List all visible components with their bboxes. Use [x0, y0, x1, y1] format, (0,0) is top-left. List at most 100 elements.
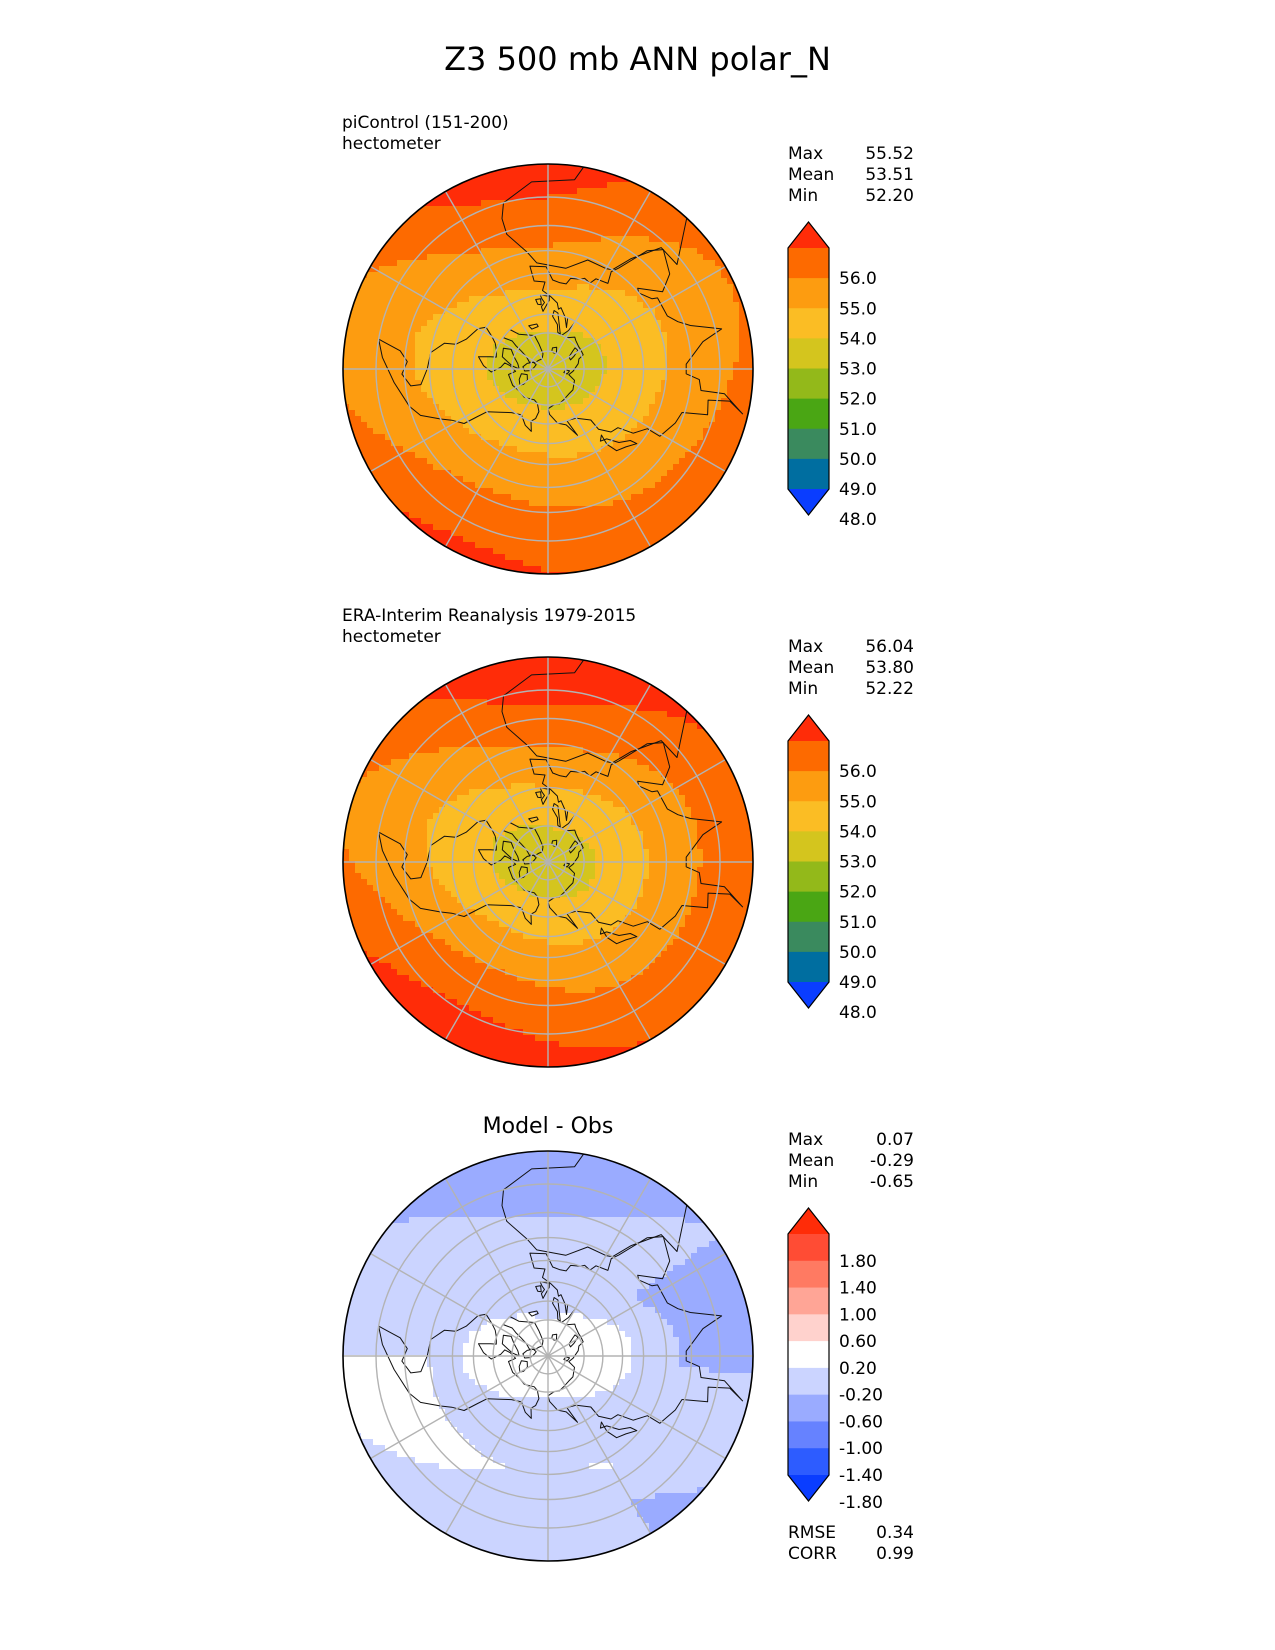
coastline	[539, 294, 550, 312]
coastline	[501, 1334, 520, 1357]
stat-label: Min	[788, 1172, 819, 1192]
meridian-line	[547, 1178, 652, 1357]
figure-title: Z3 500 mb ANN polar_N	[444, 40, 831, 78]
colorbar-band	[788, 398, 829, 430]
meridian-line	[547, 861, 726, 966]
stat-label: RMSE	[788, 1523, 837, 1543]
panel-diff-skill-stats: RMSE 0.34 CORR 0.99	[788, 1523, 914, 1565]
colorbar-band	[788, 278, 829, 309]
stat-value: 0.99	[876, 1544, 914, 1564]
stat-value: -0.65	[870, 1172, 914, 1192]
colorbar-extend-max	[788, 1208, 829, 1234]
meridian-line	[370, 758, 549, 863]
colorbar-tick-label: 56.0	[839, 762, 877, 782]
colorbar-band	[788, 1341, 829, 1369]
colorbar-band	[788, 1287, 829, 1315]
colorbar-band	[788, 801, 829, 832]
colorbar-outline	[787, 221, 830, 516]
stat-value: 56.04	[865, 637, 914, 657]
coastline	[502, 1316, 544, 1350]
coastline	[563, 1356, 570, 1362]
colorbar-tick-label: 1.80	[839, 1252, 877, 1272]
colorbar-band	[788, 1367, 829, 1396]
coastline	[501, 657, 689, 764]
stat-label: Min	[788, 679, 819, 699]
meridian-line	[547, 861, 652, 1040]
stat-value: 55.52	[865, 144, 914, 164]
colorbar-outline	[787, 1207, 830, 1502]
colorbar-tick-label: 56.0	[839, 269, 877, 289]
panel-diff-stats: Max 0.07 Mean -0.29 Min -0.65	[788, 1130, 914, 1193]
coastline	[535, 298, 542, 306]
colorbar-tick-label: 1.40	[839, 1279, 877, 1299]
stat-value: 0.07	[876, 1130, 914, 1150]
colorbar-tick-label: 0.60	[839, 1332, 877, 1352]
meridian-line	[444, 1178, 549, 1357]
map-panel-diff	[342, 1150, 754, 1562]
map-boundary	[342, 163, 754, 575]
meridian-line	[370, 1252, 549, 1357]
meridian-line	[547, 684, 652, 863]
graticule	[343, 657, 753, 1067]
meridian-line	[370, 1355, 549, 1460]
panel-obs-case-name: ERA-Interim Reanalysis 1979-2015	[342, 606, 637, 626]
coastline	[539, 787, 550, 805]
colorbar-tick-label: 55.0	[839, 299, 877, 319]
coastline	[501, 164, 689, 271]
coastline	[535, 1285, 542, 1293]
meridian-line	[547, 758, 726, 863]
colorbar-extend-max	[788, 715, 829, 741]
meridian-line	[444, 1355, 549, 1534]
colorbar-extend-min	[788, 1475, 829, 1501]
stat-label: Mean	[788, 165, 835, 185]
colorbar-tick-label: 48.0	[839, 510, 877, 530]
stat-label: Max	[788, 1130, 824, 1150]
coastline	[501, 347, 520, 370]
colorbar-band	[788, 921, 829, 953]
stat-value: 53.80	[865, 658, 914, 678]
colorbar-band	[788, 741, 829, 772]
coastline	[501, 1151, 689, 1258]
stat-label: Mean	[788, 1151, 835, 1171]
colorbar-diff: 1.80 1.40 1.00 0.60 0.20 -0.20 -0.60 -1.00 -1.40…	[787, 1207, 883, 1513]
meridian-line	[547, 368, 726, 473]
stat-label: Min	[788, 186, 819, 206]
meridian-line	[547, 1252, 726, 1357]
colorbar-tick-label: -1.40	[839, 1466, 883, 1486]
colorbar-band	[788, 1421, 829, 1449]
map-panel-obs	[342, 656, 754, 1068]
meridian-line	[370, 861, 549, 966]
panel-obs-units: hectometer	[342, 627, 441, 647]
panel-model-units: hectometer	[342, 134, 441, 154]
colorbar-outline	[787, 714, 830, 1009]
coastline	[529, 249, 744, 437]
colorbar-extend-min	[788, 982, 829, 1008]
graticule	[343, 1151, 753, 1561]
coastline	[528, 323, 539, 330]
meridian-line	[444, 684, 549, 863]
stat-label: CORR	[788, 1544, 837, 1564]
coastline	[528, 816, 539, 823]
colorbar-tick-label: -1.00	[839, 1439, 883, 1459]
coastline	[518, 373, 528, 386]
graticule	[343, 164, 753, 574]
colorbar-tick-label: -1.80	[839, 1493, 883, 1513]
stat-value: -0.29	[870, 1151, 914, 1171]
colorbar-band	[788, 1394, 829, 1422]
meridian-line	[547, 191, 652, 370]
stat-value: 0.34	[876, 1523, 914, 1543]
coastline	[599, 1421, 638, 1439]
colorbar-tick-label: 55.0	[839, 792, 877, 812]
meridian-line	[444, 861, 549, 1040]
colorbar-tick-label: 53.0	[839, 853, 877, 873]
stat-value: 52.20	[865, 186, 914, 206]
colorbar-model: 56.0 55.0 54.0 53.0 52.0 51.0 50.0 49.0 48.0	[787, 221, 877, 530]
panel-obs-stats: Max 56.04 Mean 53.80 Min 52.22	[788, 637, 914, 700]
coastline	[568, 840, 579, 854]
colorbar-band	[788, 1314, 829, 1342]
meridian-line	[444, 191, 549, 370]
panel-model-case-name: piControl (151-200)	[342, 113, 509, 133]
colorbar-extend-min	[788, 489, 829, 515]
stat-value: 52.22	[865, 679, 914, 699]
